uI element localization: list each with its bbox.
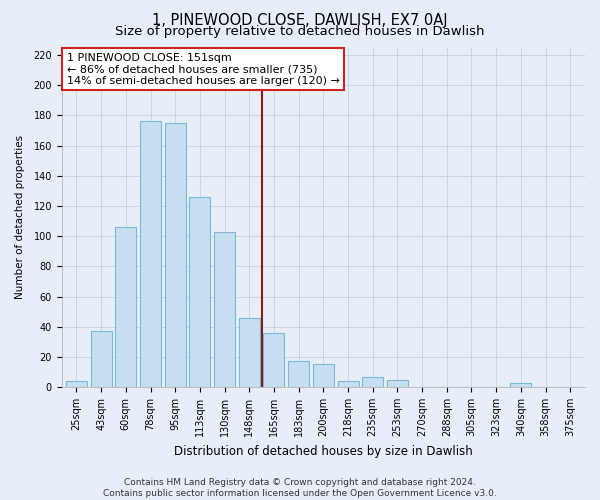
Text: 1, PINEWOOD CLOSE, DAWLISH, EX7 0AJ: 1, PINEWOOD CLOSE, DAWLISH, EX7 0AJ — [152, 12, 448, 28]
Y-axis label: Number of detached properties: Number of detached properties — [15, 135, 25, 300]
X-axis label: Distribution of detached houses by size in Dawlish: Distribution of detached houses by size … — [174, 444, 473, 458]
Bar — [214, 232, 235, 387]
Text: Contains HM Land Registry data © Crown copyright and database right 2024.
Contai: Contains HM Land Registry data © Crown c… — [103, 478, 497, 498]
Bar — [313, 364, 334, 387]
Text: Size of property relative to detached houses in Dawlish: Size of property relative to detached ho… — [115, 25, 485, 38]
Bar — [288, 362, 309, 387]
Bar — [190, 197, 211, 387]
Bar — [115, 227, 136, 387]
Bar — [66, 381, 87, 387]
Bar — [140, 122, 161, 387]
Bar — [263, 332, 284, 387]
Bar — [239, 318, 260, 387]
Text: 1 PINEWOOD CLOSE: 151sqm
← 86% of detached houses are smaller (735)
14% of semi-: 1 PINEWOOD CLOSE: 151sqm ← 86% of detach… — [67, 52, 340, 86]
Bar — [387, 380, 408, 387]
Bar — [362, 376, 383, 387]
Bar — [165, 123, 186, 387]
Bar — [511, 382, 532, 387]
Bar — [338, 381, 359, 387]
Bar — [91, 331, 112, 387]
